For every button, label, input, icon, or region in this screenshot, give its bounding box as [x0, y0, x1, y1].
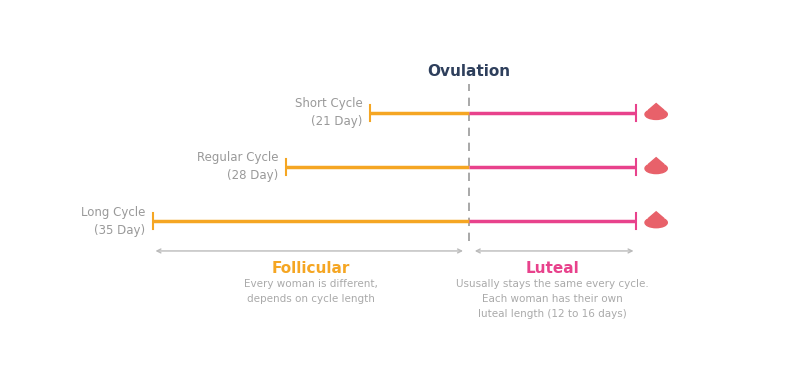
Text: Ususally stays the same every cycle.
Each woman has their own
luteal length (12 : Ususally stays the same every cycle. Eac… [456, 279, 649, 319]
Text: Ovulation: Ovulation [427, 64, 510, 78]
Circle shape [645, 218, 667, 228]
Polygon shape [648, 104, 664, 110]
Text: Regular Cycle
(28 Day): Regular Cycle (28 Day) [197, 151, 278, 182]
Text: Long Cycle
(35 Day): Long Cycle (35 Day) [81, 206, 146, 236]
Text: Luteal: Luteal [526, 261, 579, 276]
Text: Every woman is different,
depends on cycle length: Every woman is different, depends on cyc… [244, 279, 378, 304]
Circle shape [645, 109, 667, 120]
Polygon shape [648, 212, 664, 218]
Text: Follicular: Follicular [272, 261, 350, 276]
Text: Short Cycle
(21 Day): Short Cycle (21 Day) [294, 97, 362, 128]
Polygon shape [648, 158, 664, 164]
Circle shape [645, 163, 667, 174]
